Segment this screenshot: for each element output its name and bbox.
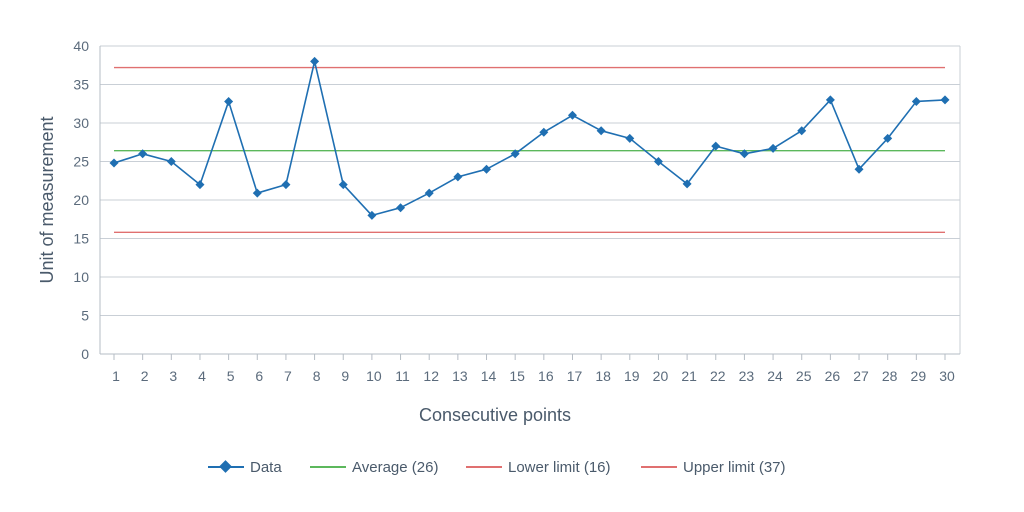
series-line-data — [113, 60, 946, 217]
legend-swatch-upper-limit — [641, 456, 677, 478]
data-series — [109, 56, 950, 220]
x-tick-label-11: 11 — [395, 368, 410, 384]
x-tick-label-21: 21 — [681, 368, 697, 384]
x-tick-label-5: 5 — [227, 368, 235, 384]
legend-item-data: Data — [208, 456, 282, 478]
x-tick-label-2: 2 — [141, 368, 149, 384]
y-tick-label-10: 10 — [73, 269, 89, 285]
data-point-9 — [338, 180, 348, 190]
x-tick-label-26: 26 — [825, 368, 841, 384]
x-tick-label-30: 30 — [939, 368, 955, 384]
legend-item-lower-limit: Lower limit (16) — [466, 456, 611, 478]
y-tick-labels: 0 5 10 15 20 25 30 35 40 — [73, 38, 89, 362]
data-point-30 — [940, 95, 950, 105]
data-point-19 — [625, 133, 635, 143]
x-tick-label-23: 23 — [739, 368, 755, 384]
x-tick-label-8: 8 — [313, 368, 321, 384]
data-point-26 — [825, 95, 835, 105]
x-tick-label-7: 7 — [284, 368, 292, 384]
legend-swatch-data — [208, 456, 244, 478]
data-point-12 — [424, 188, 434, 198]
x-tick-label-13: 13 — [452, 368, 468, 384]
x-axis-title: Consecutive points — [419, 405, 571, 425]
legend-swatch-average — [310, 456, 346, 478]
axes — [99, 45, 961, 355]
x-tick-label-15: 15 — [509, 368, 525, 384]
x-tick-label-29: 29 — [911, 368, 927, 384]
data-point-27 — [854, 164, 864, 174]
data-point-5 — [224, 96, 234, 106]
reference-lines — [114, 66, 945, 234]
data-point-11 — [396, 203, 406, 213]
data-point-4 — [195, 180, 205, 190]
x-tick-label-14: 14 — [481, 368, 497, 384]
data-point-2 — [138, 149, 148, 159]
x-tick-label-10: 10 — [366, 368, 382, 384]
data-point-13 — [453, 172, 463, 182]
grid-lines — [100, 45, 960, 316]
legend-item-upper-limit: Upper limit (37) — [641, 456, 786, 478]
x-tick-label-28: 28 — [882, 368, 898, 384]
y-tick-label-40: 40 — [73, 38, 89, 54]
x-tick-label-12: 12 — [423, 368, 439, 384]
data-point-1 — [109, 158, 119, 168]
y-tick-label-25: 25 — [73, 154, 89, 170]
data-point-16 — [539, 127, 549, 137]
data-point-15 — [510, 149, 520, 159]
data-point-28 — [883, 133, 893, 143]
data-point-3 — [166, 157, 176, 166]
y-tick-label-30: 30 — [73, 115, 89, 131]
x-tick-label-19: 19 — [624, 368, 640, 384]
legend-label-data: Data — [250, 458, 282, 476]
data-point-29 — [911, 96, 921, 106]
data-point-23 — [739, 149, 749, 159]
x-tick-label-18: 18 — [595, 368, 611, 384]
x-tick-label-1: 1 — [112, 368, 120, 384]
x-tick-label-9: 9 — [341, 368, 349, 384]
data-point-22 — [711, 141, 721, 151]
y-tick-label-5: 5 — [81, 308, 89, 324]
x-tick-label-4: 4 — [198, 368, 206, 384]
x-tick-label-27: 27 — [853, 368, 869, 384]
legend-label-average: Average (26) — [352, 458, 439, 476]
data-point-14 — [482, 164, 492, 174]
legend-label-upper-limit: Upper limit (37) — [683, 458, 786, 476]
y-tick-label-0: 0 — [81, 346, 89, 362]
data-point-6 — [252, 188, 262, 198]
data-point-10 — [367, 210, 377, 220]
data-point-24 — [768, 143, 778, 153]
y-tick-label-15: 15 — [73, 231, 89, 247]
x-tick-label-24: 24 — [767, 368, 783, 384]
legend-swatch-lower-limit — [466, 456, 502, 478]
x-tick-label-3: 3 — [169, 368, 177, 384]
data-point-8 — [310, 56, 320, 66]
data-point-18 — [596, 126, 606, 136]
legend: Data Average (26) Lower limit (16) Upper… — [0, 456, 1024, 478]
y-axis-title: Unit of measurement — [37, 116, 57, 283]
data-point-21 — [682, 179, 692, 189]
x-tick-label-17: 17 — [567, 368, 583, 384]
legend-label-lower-limit: Lower limit (16) — [508, 458, 611, 476]
x-tick-labels: 1 2 3 4 5 6 7 8 9 10 11 12 13 14 15 16 17 18 19 20 21 22 23 24 2… — [112, 354, 955, 384]
data-point-20 — [653, 157, 663, 166]
y-tick-label-20: 20 — [73, 192, 89, 208]
legend-item-average: Average (26) — [310, 456, 438, 478]
data-point-7 — [281, 180, 291, 190]
x-tick-label-25: 25 — [796, 368, 812, 384]
data-point-25 — [797, 126, 807, 136]
x-tick-label-6: 6 — [255, 368, 263, 384]
data-point-17 — [567, 110, 577, 120]
y-tick-label-35: 35 — [73, 77, 89, 93]
x-tick-label-22: 22 — [710, 368, 726, 384]
x-tick-label-16: 16 — [538, 368, 554, 384]
x-tick-label-20: 20 — [653, 368, 669, 384]
